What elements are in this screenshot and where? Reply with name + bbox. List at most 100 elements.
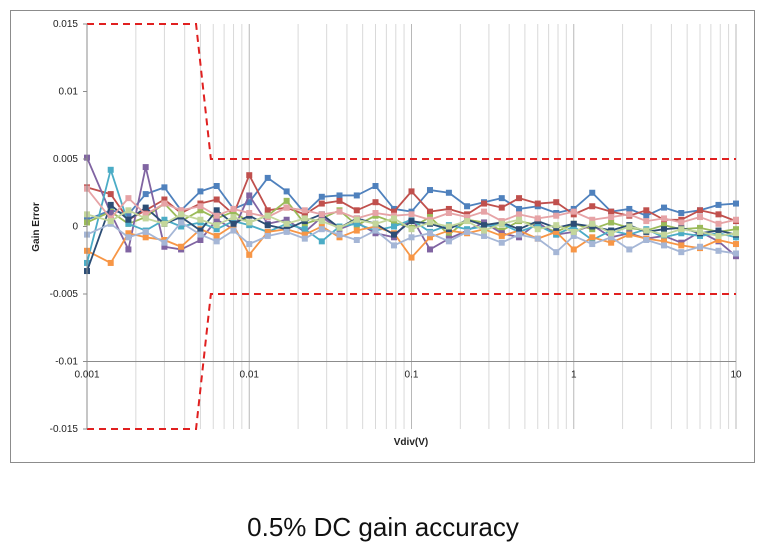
data-point [318, 238, 325, 245]
data-point [626, 231, 633, 238]
data-point [678, 230, 685, 237]
y-tick-label: 0 [72, 222, 78, 233]
data-point [213, 212, 220, 219]
series-s9 [84, 219, 739, 257]
data-point [498, 195, 505, 202]
limit-lines [87, 23, 736, 430]
data-point [161, 243, 168, 250]
data-point [161, 220, 168, 227]
data-point [125, 234, 132, 241]
data-point [534, 222, 541, 229]
data-point [445, 210, 452, 216]
data-point [733, 200, 739, 207]
data-point [426, 187, 433, 194]
data-point [661, 215, 668, 222]
data-point [608, 230, 615, 237]
data-point [213, 226, 220, 233]
data-point [464, 214, 471, 221]
data-point [390, 231, 397, 238]
data-point [553, 199, 560, 206]
data-point [661, 204, 668, 211]
data-point [534, 215, 541, 222]
data-point [230, 220, 237, 227]
data-point [481, 200, 488, 207]
data-point [142, 211, 149, 218]
data-point [246, 251, 253, 258]
data-point [589, 216, 596, 223]
data-point [318, 218, 325, 225]
x-tick-label: 0.1 [405, 370, 419, 381]
data-point [197, 231, 204, 238]
data-point [372, 199, 379, 206]
axes: 0.015 0.01 0.005 0 -0.005 -0.01 -0.015 0.001 0.0… [50, 19, 742, 435]
data-point [353, 227, 360, 234]
data-point [626, 246, 633, 253]
data-point [283, 228, 290, 235]
y-tick-label: 0.015 [53, 19, 78, 30]
data-point [372, 210, 379, 216]
data-point [372, 220, 379, 227]
data-point [213, 232, 220, 239]
data-point [445, 189, 452, 196]
upper-limit [87, 23, 736, 160]
data-point [390, 215, 397, 222]
data-point [516, 231, 523, 238]
data-point [318, 211, 325, 218]
data-point [107, 191, 114, 198]
gain-error-chart: 0.015 0.01 0.005 0 -0.005 -0.01 -0.015 0.001 0.0… [31, 19, 742, 448]
data-point [283, 216, 290, 223]
data-point [426, 234, 433, 241]
data-point [678, 242, 685, 249]
data-point [733, 241, 739, 248]
data-point [142, 164, 149, 171]
data-point [661, 242, 668, 249]
data-point [697, 207, 704, 214]
y-tick-label: 0.005 [53, 154, 78, 165]
data-point [197, 227, 204, 234]
data-point [715, 201, 722, 208]
data-point [498, 239, 505, 246]
data-point [626, 205, 633, 212]
data-point [445, 205, 452, 212]
data-point [697, 224, 704, 231]
y-tick-label: 0.01 [59, 87, 79, 98]
data-point [390, 208, 397, 215]
data-point [246, 199, 253, 206]
data-point [733, 226, 739, 233]
data-point [589, 234, 596, 241]
data-point [553, 249, 560, 256]
data-point [213, 183, 220, 189]
data-point [516, 216, 523, 223]
data-point [161, 216, 168, 223]
data-point [264, 232, 271, 239]
data-point [301, 235, 308, 242]
data-point [570, 232, 577, 239]
data-point [608, 234, 615, 241]
y-axis-title: Gain Error [31, 202, 42, 252]
data-point [178, 211, 185, 218]
data-point [213, 238, 220, 245]
x-tick-label: 10 [730, 370, 742, 381]
data-point [125, 246, 132, 253]
data-point [142, 234, 149, 241]
data-point [336, 224, 343, 231]
chart-frame: 0.015 0.01 0.005 0 -0.005 -0.01 -0.015 0.001 0.0… [10, 10, 755, 463]
data-point [643, 207, 650, 214]
data-point [125, 207, 132, 214]
data-point [697, 228, 704, 235]
data-point [264, 174, 271, 181]
data-point [107, 218, 114, 225]
data-point [213, 222, 220, 229]
data-point [161, 196, 168, 203]
data-point [570, 228, 577, 235]
data-point [715, 237, 722, 243]
data-point [481, 227, 488, 234]
data-point [481, 208, 488, 215]
data-point [125, 216, 132, 223]
data-point [264, 228, 271, 235]
data-point [264, 212, 271, 219]
data-point [678, 210, 685, 216]
data-point [498, 220, 505, 227]
data-point [589, 189, 596, 196]
data-point [283, 197, 290, 204]
